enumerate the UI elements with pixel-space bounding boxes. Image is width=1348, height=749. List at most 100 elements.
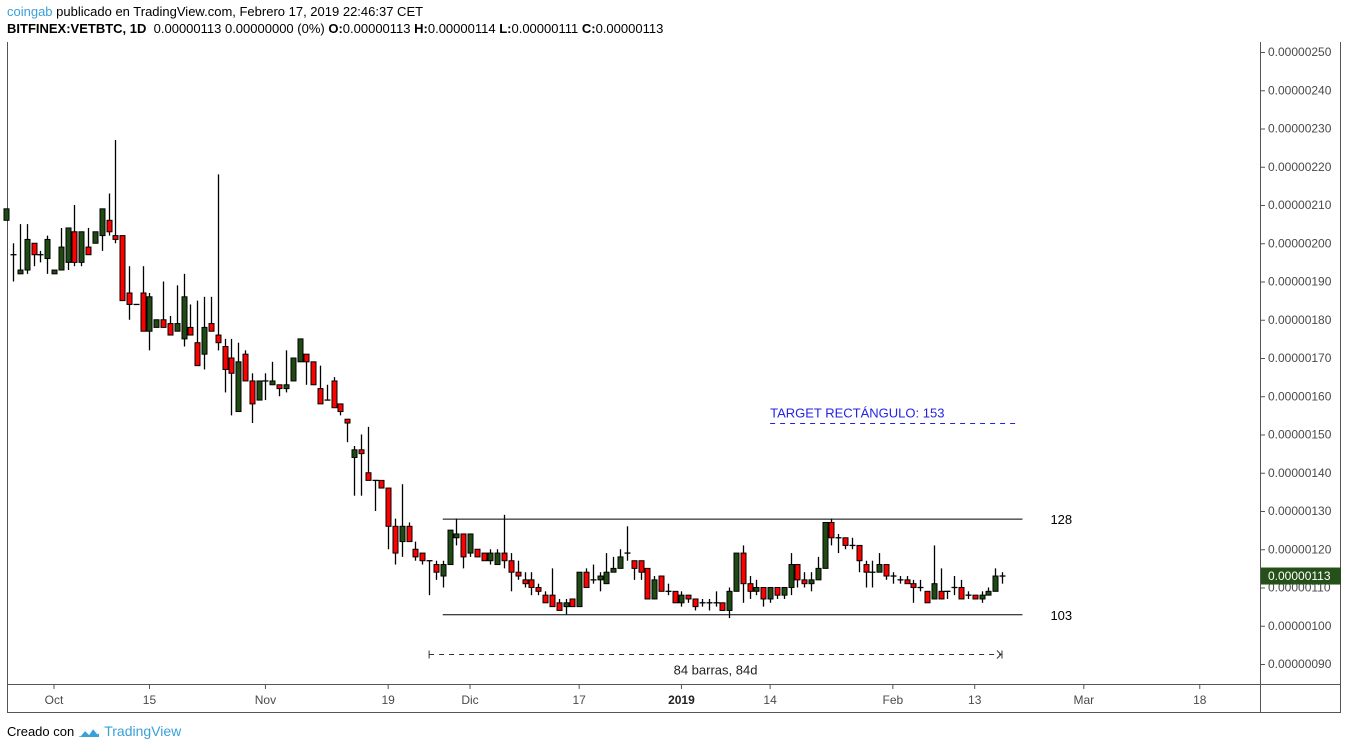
candle[interactable] (644, 567, 651, 600)
candle[interactable] (297, 338, 304, 363)
candle[interactable] (924, 590, 931, 604)
candle[interactable] (440, 560, 447, 588)
candle[interactable] (828, 518, 835, 546)
candle[interactable] (549, 568, 556, 608)
author-link[interactable]: coingab (7, 4, 53, 19)
candle[interactable] (303, 353, 310, 385)
candle[interactable] (140, 266, 147, 332)
candle[interactable] (958, 579, 965, 600)
candle[interactable] (501, 514, 508, 569)
candle[interactable] (426, 560, 433, 596)
tradingview-link[interactable]: TradingView (104, 723, 182, 739)
candle[interactable] (37, 250, 44, 263)
candle[interactable] (781, 587, 788, 599)
candle[interactable] (910, 579, 917, 603)
candle[interactable] (487, 549, 494, 565)
candle[interactable] (658, 575, 665, 592)
candle[interactable] (378, 479, 385, 489)
candle[interactable] (897, 576, 904, 584)
candle[interactable] (310, 361, 317, 386)
candle[interactable] (692, 598, 699, 611)
candle[interactable] (904, 576, 911, 585)
candle[interactable] (631, 560, 638, 580)
candle[interactable] (24, 224, 31, 274)
candle[interactable] (563, 598, 570, 615)
candle[interactable] (365, 426, 372, 481)
candle[interactable] (460, 533, 467, 569)
candle[interactable] (481, 552, 488, 562)
candle[interactable] (972, 594, 979, 600)
candle[interactable] (153, 319, 160, 328)
candle[interactable] (242, 350, 249, 382)
candle[interactable] (419, 552, 426, 565)
candle[interactable] (890, 572, 897, 584)
candle[interactable] (515, 560, 522, 580)
candle[interactable] (556, 598, 563, 611)
candle[interactable] (208, 296, 215, 332)
candle[interactable] (706, 598, 713, 611)
candle[interactable] (290, 357, 297, 382)
candle[interactable] (331, 377, 338, 409)
candle[interactable] (228, 338, 235, 416)
candle[interactable] (522, 572, 529, 588)
candle[interactable] (181, 273, 188, 347)
candle[interactable] (3, 208, 10, 221)
candle[interactable] (869, 560, 876, 588)
candle[interactable] (51, 269, 58, 275)
candle[interactable] (276, 384, 283, 397)
candle[interactable] (569, 598, 576, 608)
candle[interactable] (447, 529, 454, 566)
candle[interactable] (337, 403, 344, 416)
candle[interactable] (467, 533, 474, 557)
candle[interactable] (44, 235, 51, 274)
candle[interactable] (603, 553, 610, 585)
candle[interactable] (938, 568, 945, 600)
candle[interactable] (665, 583, 672, 596)
candle[interactable] (985, 587, 992, 596)
candle[interactable] (99, 208, 106, 251)
candle[interactable] (406, 522, 413, 543)
candle[interactable] (85, 227, 92, 256)
candle[interactable] (815, 556, 822, 581)
candle[interactable] (753, 579, 760, 596)
candle[interactable] (167, 315, 174, 336)
candle[interactable] (822, 521, 829, 569)
candle[interactable] (672, 590, 679, 604)
candle[interactable] (453, 518, 460, 546)
candle[interactable] (713, 591, 720, 607)
candle[interactable] (351, 445, 358, 496)
candle[interactable] (71, 205, 78, 267)
candle[interactable] (624, 526, 631, 561)
candle[interactable] (344, 418, 351, 443)
candle[interactable] (494, 549, 501, 566)
candle[interactable] (760, 587, 767, 607)
candle[interactable] (235, 342, 242, 413)
candle[interactable] (767, 587, 774, 603)
candle[interactable] (528, 572, 535, 596)
candle[interactable] (856, 544, 863, 573)
candle[interactable] (392, 518, 399, 565)
candle[interactable] (78, 231, 85, 267)
candle[interactable] (262, 373, 269, 401)
candle[interactable] (965, 591, 972, 599)
candle[interactable] (119, 235, 126, 302)
candle[interactable] (917, 579, 924, 592)
candle[interactable] (726, 587, 733, 619)
candle[interactable] (433, 560, 440, 580)
candle[interactable] (733, 552, 740, 592)
candle[interactable] (842, 537, 849, 550)
candle[interactable] (801, 572, 808, 588)
candle[interactable] (372, 479, 379, 511)
candle[interactable] (931, 545, 938, 600)
candle[interactable] (999, 572, 1006, 584)
candle[interactable] (576, 571, 583, 608)
candle[interactable] (699, 598, 706, 607)
candle[interactable] (106, 193, 113, 236)
candle[interactable] (65, 227, 72, 271)
time-axis[interactable]: Oct 15 Nov 19 Dic 17 2019 14 Feb 13 Mar 18 (45, 684, 1207, 707)
candle[interactable] (474, 548, 481, 558)
candle[interactable] (590, 564, 597, 584)
candle[interactable] (944, 590, 951, 599)
candle[interactable] (31, 242, 38, 267)
candle[interactable] (269, 361, 276, 386)
